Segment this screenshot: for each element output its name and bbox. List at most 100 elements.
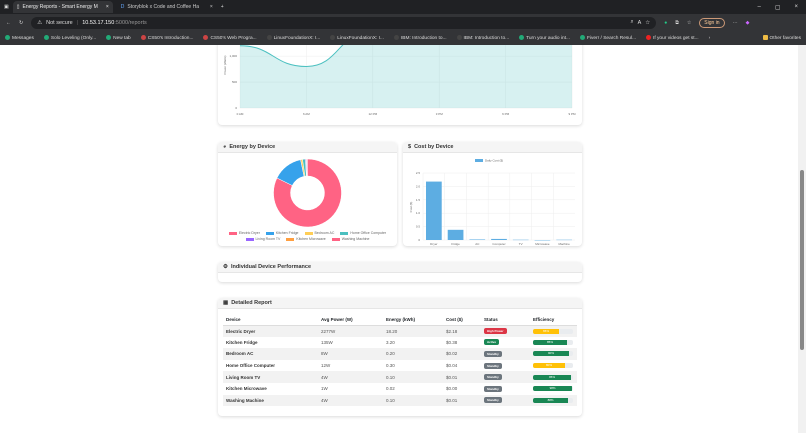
scrollbar-thumb[interactable] [800, 170, 804, 350]
legend-item[interactable]: Kitchen Microwave [286, 237, 326, 241]
device-name: Bedroom AC [223, 348, 318, 360]
legend-item[interactable]: Washing Machine [331, 237, 369, 241]
efficiency-bar: 65% [533, 328, 573, 334]
close-tab-icon[interactable]: × [209, 4, 213, 10]
bar [426, 181, 442, 240]
cost: $0.00 [446, 386, 458, 392]
device-name: Home Office Computer [226, 363, 276, 369]
other-favorites[interactable]: Other favorites [762, 35, 801, 41]
y-tick-label: 1.0 [416, 211, 421, 215]
x-tick-label: 3 PM [436, 112, 444, 116]
tab-storyblok[interactable]: D Storyblok x Code and Coffee Ha × [120, 4, 213, 10]
table-row: Electric Dryer 2277W 18.20 $2.18 High Po… [223, 325, 577, 337]
x-tick-label: AC [475, 242, 480, 246]
dollar-icon: $ [408, 144, 412, 150]
card-title: Detailed Report [231, 300, 272, 306]
legend-item[interactable]: Kitchen Fridge [265, 231, 299, 235]
avg-power: 2277W [318, 325, 383, 337]
tab-energy-reports[interactable]: ▯ Energy Reports - Smart Energy M × [12, 1, 113, 13]
maximize-icon[interactable]: ▢ [774, 4, 781, 11]
copilot-icon[interactable]: ◆ [745, 19, 750, 26]
zoom-icon[interactable]: ⌕ [630, 19, 634, 25]
column-header: Energy (kWh) [383, 314, 443, 326]
legend-swatch [475, 159, 483, 162]
avg-power: 12W [321, 363, 331, 369]
y-axis-label: Cost ($) [409, 202, 413, 213]
efficiency-fill: 95% [533, 374, 571, 380]
energy: 3.20 [386, 339, 395, 345]
bookmark[interactable]: IBM: Introduction to... [456, 35, 509, 41]
cost-bar-chart: Daily Cost ($) 0 0.5 1.0 1.5 2.0 2.5 Cost ($) Dr… [409, 159, 575, 246]
close-window-icon[interactable]: × [794, 3, 798, 10]
cost: $0.01 [443, 371, 481, 383]
efficiency-fill: 80% [533, 363, 565, 369]
bookmark[interactable]: CS50's Web Progra... [203, 35, 257, 41]
bookmark[interactable]: If your videos get st... [646, 35, 699, 41]
status-badge: Standby [484, 385, 502, 392]
scrollbar[interactable] [798, 45, 806, 433]
device-name: Electric Dryer [223, 325, 318, 337]
column-header: Status [481, 314, 530, 326]
bookmarks-bar: Messages Solo Leveling (Only... New tab … [0, 31, 806, 45]
bookmark[interactable]: Fiverr / Search Resul... [579, 35, 636, 41]
minimize-icon[interactable]: – [757, 3, 761, 10]
favorite-star-icon[interactable]: ☆ [645, 19, 651, 26]
table-row: Living Room TV 4W 0.10 $0.01 Standby 95% [223, 371, 577, 383]
legend-item[interactable]: Home Office Computer [340, 231, 386, 235]
x-tick-label: Machine [558, 242, 570, 246]
favorites-icon[interactable]: ☆ [686, 19, 692, 26]
pie-slice [306, 158, 308, 177]
back-icon[interactable]: ← [6, 19, 11, 26]
avg-power: 135W [321, 339, 333, 345]
x-tick-label: 0 AM [237, 112, 244, 116]
close-tab-icon[interactable]: × [105, 4, 109, 10]
cost-by-device-card: $ Cost by Device Daily Cost ($) 0 0.5 1.0 1.5… [403, 142, 582, 246]
read-aloud-icon[interactable]: A [637, 19, 642, 26]
energy: 18.20 [383, 325, 443, 337]
energy-doughnut-chart [273, 158, 342, 228]
sign-in-button[interactable]: Sign in [699, 17, 725, 28]
legend-item[interactable]: Bedroom AC [304, 231, 334, 235]
efficiency-fill: 98% [533, 386, 573, 392]
x-tick-label: Computer [492, 242, 505, 246]
extensions-icon[interactable]: ⧉ [675, 19, 679, 26]
extension-icon[interactable]: ● [664, 19, 668, 26]
status-badge: High Power [484, 328, 507, 335]
energy: 0.02 [386, 386, 395, 392]
new-tab-icon[interactable]: + [220, 4, 224, 10]
workspaces-icon[interactable]: ▣ [4, 4, 9, 10]
more-icon[interactable]: ⋯ [732, 19, 738, 26]
bookmark[interactable]: IBM: Introduction to... [393, 35, 447, 41]
bookmark[interactable]: LinuxFoundationX: I... [330, 35, 384, 41]
report-table: Device Avg Power (W) Energy (kWh) Cost (… [223, 314, 577, 407]
bookmark[interactable]: Messages [5, 35, 34, 41]
device-performance-card: ⚙ Individual Device Performance [218, 262, 582, 282]
chevron-right-icon[interactable]: › [708, 35, 711, 41]
legend-item[interactable]: Living Room TV [245, 237, 280, 241]
bookmark[interactable]: New tab [106, 35, 131, 41]
efficiency-bar: 90% [533, 351, 573, 357]
avg-power: 1W [321, 386, 328, 392]
card-title: Cost by Device [414, 144, 454, 150]
bookmark[interactable]: Turn your audio int... [519, 35, 570, 41]
url-host: 10.53.17.150 [82, 19, 115, 26]
status-badge: Standby [484, 350, 502, 357]
y-tick-label: 500 [232, 80, 237, 84]
refresh-icon[interactable]: ↻ [19, 19, 24, 26]
legend-item[interactable]: Electric Dryer [228, 231, 260, 235]
efficiency-bar: 80% [533, 363, 573, 369]
efficiency-bar: 95% [533, 374, 573, 380]
bookmark[interactable]: CS50's Introduction... [140, 35, 193, 41]
y-tick-label: 2.5 [416, 171, 421, 175]
status-badge: Standby [484, 397, 502, 404]
column-header: Device [223, 314, 318, 326]
bookmark[interactable]: LinuxFoundationX: I... [266, 35, 320, 41]
y-tick-label: 0 [418, 238, 420, 242]
y-tick-label: 0 [235, 106, 237, 110]
url-field[interactable]: ⚠ Not secure | 10.53.17.150:5000/reports… [31, 16, 657, 29]
avg-power: 4W [318, 394, 383, 407]
tab-strip: ▣ ▯ Energy Reports - Smart Energy M × D Sto… [0, 0, 806, 14]
bookmark[interactable]: Solo Leveling (Only... [43, 35, 96, 41]
